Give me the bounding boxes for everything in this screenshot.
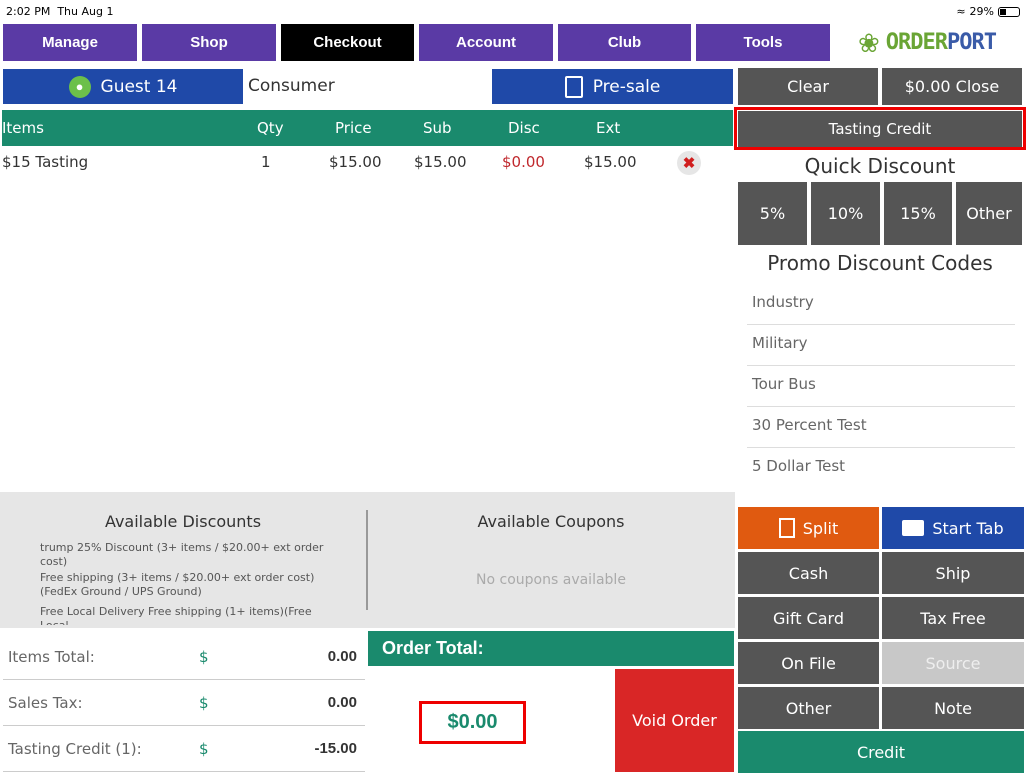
items-table-header: Items Qty Price Sub Disc Ext [2, 110, 733, 146]
discounts-title: Available Discounts [104, 512, 262, 531]
sales-tax-value: 0.00 [327, 694, 357, 711]
discount-5[interactable]: 5% [738, 182, 807, 245]
row-qty: 1 [261, 153, 271, 171]
tasting-credit-button[interactable]: Tasting Credit [738, 111, 1022, 147]
tax-free-button[interactable]: Tax Free [882, 597, 1024, 639]
status-bar: 2:02 PM Thu Aug 1 ≈29% [0, 0, 1028, 22]
promo-code[interactable]: Military [747, 325, 1015, 366]
presale-label: Pre-sale [592, 76, 661, 97]
card-icon [902, 520, 925, 536]
status-right: ≈29% [956, 5, 1020, 18]
items-total-value: 0.00 [327, 648, 357, 665]
highlight-box [734, 107, 1026, 150]
source-button[interactable]: Source [882, 642, 1024, 684]
clear-button[interactable]: Clear [738, 68, 878, 105]
discount-other[interactable]: Other [956, 182, 1022, 245]
header-disc: Disc [508, 119, 540, 137]
sales-tax-label: Sales Tax: [8, 694, 83, 712]
presale-button[interactable]: Pre-sale [492, 69, 733, 104]
tasting-credit-label: Tasting Credit (1): [8, 740, 142, 758]
promo-code[interactable]: 30 Percent Test [747, 407, 1015, 448]
ship-button[interactable]: Ship [882, 552, 1024, 594]
nav-checkout[interactable]: Checkout [281, 24, 414, 61]
header-items: Items [2, 119, 44, 137]
discount-item: Free Local Delivery Free shipping (1+ it… [40, 605, 312, 625]
tasting-credit-row: Tasting Credit (1): $ -15.00 [3, 724, 365, 772]
customer-type: Consumer [248, 76, 335, 96]
row-item: $15 Tasting [2, 153, 89, 171]
discount-list: trump 25% Discount (3+ items / $20.00+ e… [40, 541, 330, 625]
battery-icon [998, 6, 1020, 17]
nav-club[interactable]: Club [558, 24, 691, 61]
header-ext: Ext [596, 119, 621, 137]
cash-button[interactable]: Cash [738, 552, 879, 594]
coupons-empty: No coupons available [476, 572, 626, 588]
logo-text: ORDERPORT [885, 30, 997, 55]
split-icon [778, 518, 795, 538]
header-price: Price [335, 119, 372, 137]
flower-logo-icon: ❀ [858, 27, 880, 58]
items-total-row: Items Total: $ 0.00 [3, 632, 365, 680]
currency-symbol: $ [199, 694, 209, 712]
discount-10[interactable]: 10% [811, 182, 880, 245]
coupons-title: Available Coupons [477, 512, 625, 531]
start-tab-label: Start Tab [932, 518, 1004, 538]
void-order-button[interactable]: Void Order [615, 669, 734, 772]
promo-code[interactable]: 5 Dollar Test [752, 457, 846, 475]
split-button[interactable]: Split [738, 507, 879, 549]
order-total-value: $0.00 [419, 701, 526, 744]
nav-manage[interactable]: Manage [3, 24, 137, 61]
customer-name: Guest 14 [100, 76, 178, 97]
orderport-logo: ❀ ORDERPORT [858, 24, 997, 61]
battery-percent: 29% [969, 5, 994, 18]
nav-shop[interactable]: Shop [142, 24, 276, 61]
wifi-icon: ≈ [956, 5, 966, 18]
promo-code[interactable]: Industry [747, 284, 1015, 325]
discount-15[interactable]: 15% [884, 182, 952, 245]
discount-item: Free shipping (3+ items / $20.00+ ext or… [40, 571, 315, 598]
sales-tax-row: Sales Tax: $ 0.00 [3, 678, 365, 726]
currency-symbol: $ [199, 648, 209, 666]
nav-account[interactable]: Account [419, 24, 553, 61]
gift-card-button[interactable]: Gift Card [738, 597, 879, 639]
close-button[interactable]: $0.00 Close [882, 68, 1022, 105]
remove-item-icon[interactable]: ✖ [677, 151, 701, 175]
promo-code[interactable]: Tour Bus [747, 366, 1015, 407]
quick-discount-title: Quick Discount [804, 154, 956, 178]
row-ext: $15.00 [584, 153, 637, 171]
credit-button[interactable]: Credit [738, 731, 1024, 773]
on-file-button[interactable]: On File [738, 642, 879, 684]
panel-divider [366, 510, 368, 610]
start-tab-button[interactable]: Start Tab [882, 507, 1024, 549]
other-button[interactable]: Other [738, 687, 879, 729]
currency-symbol: $ [199, 740, 209, 758]
note-button[interactable]: Note [882, 687, 1024, 729]
row-disc: $0.00 [502, 153, 545, 171]
user-icon: ● [68, 75, 91, 98]
discount-item: trump 25% Discount (3+ items / $20.00+ e… [40, 541, 324, 568]
items-total-label: Items Total: [8, 648, 95, 666]
promo-title: Promo Discount Codes [767, 251, 993, 275]
header-sub: Sub [423, 119, 452, 137]
order-total-label: Order Total: [368, 631, 734, 666]
split-label: Split [802, 518, 839, 538]
document-icon [564, 75, 583, 98]
customer-button[interactable]: ● Guest 14 [3, 69, 243, 104]
row-sub: $15.00 [414, 153, 467, 171]
row-price: $15.00 [329, 153, 382, 171]
header-qty: Qty [257, 119, 284, 137]
nav-tools[interactable]: Tools [696, 24, 830, 61]
status-time: 2:02 PM Thu Aug 1 [6, 5, 114, 18]
tasting-credit-value: -15.00 [314, 740, 357, 757]
